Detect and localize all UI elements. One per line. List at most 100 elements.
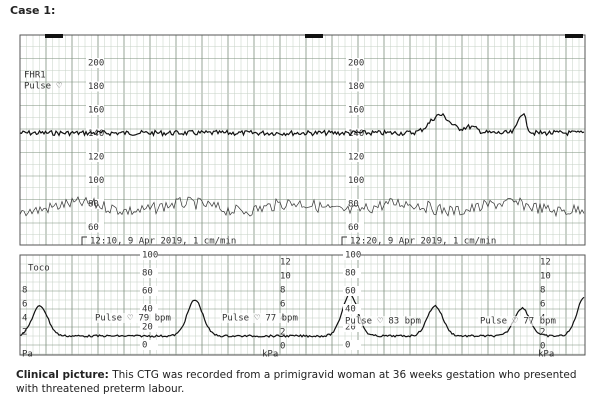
pa-label: Pa (22, 350, 33, 360)
toco-scale-label: 100 (142, 251, 158, 261)
fhr-scale-label: 160 (88, 106, 104, 116)
toco-scale-label: 40 (142, 305, 153, 315)
fhr-trace (19, 112, 585, 138)
label-bg (140, 268, 158, 278)
label-bg (346, 152, 364, 162)
fhr-scale-label: 80 (348, 200, 359, 210)
caption-text: This CTG was recorded from a primigravid… (16, 369, 577, 395)
kpa-scale-label: 10 (280, 272, 291, 282)
fhr-scale-label: 100 (348, 176, 364, 186)
label-bg (140, 304, 158, 314)
kpa-scale-label: 0 (540, 342, 545, 352)
fhr-scale-label: 60 (88, 223, 99, 233)
kpa-scale-label: 0 (280, 342, 285, 352)
kpa-scale-label: 6 (540, 300, 545, 310)
label-bg (86, 105, 104, 115)
toco-scale-label: 100 (345, 251, 361, 261)
kpa-scale-label: 12 (280, 258, 291, 268)
kpa-scale-label: 2 (280, 328, 285, 338)
label-bg (346, 58, 364, 68)
pulse-note: Pulse ♡ 77 bpm (480, 317, 556, 327)
label-bg (346, 105, 364, 115)
label-bg (86, 222, 104, 233)
caption-label: Clinical picture: (16, 369, 109, 381)
timestamp: 12:20, 9 Apr 2019, 1 cm/min (350, 237, 496, 247)
title: Case 1: (10, 4, 56, 17)
kpa-scale-label: 8 (280, 286, 285, 296)
label-bg (346, 222, 364, 233)
pulse-note: Pulse ♡ 83 bpm (345, 317, 421, 327)
fhr-scale-label: 160 (348, 106, 364, 116)
label-bg (343, 304, 361, 314)
left-scale-label: 8 (22, 286, 27, 296)
label-bg (346, 199, 364, 209)
label-bg (343, 250, 361, 260)
toco-scale-label: 0 (142, 341, 147, 351)
label-bg (343, 322, 361, 332)
label-bg (343, 316, 413, 326)
pulse-note: Pulse ♡ 79 bpm (95, 314, 171, 324)
toco-scale-label: 80 (142, 269, 153, 279)
fhr-scale-label: 140 (348, 129, 364, 139)
fhr-scale-label: 120 (348, 153, 364, 163)
kpa-scale-label: 2 (540, 328, 545, 338)
label-bg (140, 340, 158, 350)
kpa-scale-label: 12 (540, 258, 551, 268)
toco-scale-label: 20 (142, 323, 153, 333)
toco-scale-label: 0 (345, 341, 350, 351)
label-bg (220, 313, 290, 323)
label-bg (86, 152, 104, 162)
legend-pulse: Pulse ♡ (24, 82, 63, 92)
label-bg (140, 322, 158, 332)
label-bg (478, 316, 548, 326)
label-bg (346, 128, 364, 139)
fhr-scale-label: 180 (88, 82, 104, 92)
label-bg (86, 81, 104, 92)
frame (19, 34, 586, 246)
label-bg (86, 58, 104, 68)
caption: Clinical picture: This CTG was recorded … (16, 368, 586, 396)
left-scale-label: 4 (22, 314, 27, 324)
label-bg (93, 313, 163, 323)
toco-scale-label: 60 (142, 287, 153, 297)
toco-scale-label: 60 (345, 287, 356, 297)
label-bg (343, 268, 361, 278)
label-bg (346, 81, 364, 92)
legend-fhr: FHR1 (24, 71, 46, 81)
time-marker (565, 34, 583, 38)
kpa-scale-label: 8 (540, 286, 545, 296)
fhr-scale-label: 200 (348, 59, 364, 69)
kpa-label: kPa (538, 350, 554, 360)
label-bg (86, 175, 104, 186)
pulse-note: Pulse ♡ 77 bpm (222, 314, 298, 324)
timestamp: 12:10, 9 Apr 2019, 1 cm/min (90, 237, 236, 247)
toco-trace (19, 293, 585, 338)
time-marker (305, 34, 323, 38)
kpa-scale-label: 6 (280, 300, 285, 310)
kpa-label: kPa (262, 350, 278, 360)
toco-scale-label: 80 (345, 269, 356, 279)
pulse-trace (19, 196, 585, 218)
fhr-scale-label: 60 (348, 223, 359, 233)
left-scale-label: 6 (22, 300, 27, 310)
time-marker (45, 34, 63, 38)
toco-label: Toco (28, 264, 50, 274)
fhr-scale-label: 80 (88, 200, 99, 210)
left-scale-label: 2 (22, 328, 27, 338)
label-bg (343, 286, 361, 296)
ctg-strip: 2001801601401201008060200180160140120100… (19, 34, 586, 360)
time-arrow (81, 236, 87, 245)
label-bg (343, 340, 361, 350)
fhr-scale-label: 100 (88, 176, 104, 186)
label-bg (346, 175, 364, 186)
toco-scale-label: 20 (345, 323, 356, 333)
toco-scale-label: 40 (345, 305, 356, 315)
fhr-scale-label: 200 (88, 59, 104, 69)
label-bg (140, 250, 158, 260)
fhr-scale-label: 180 (348, 82, 364, 92)
kpa-scale-label: 10 (540, 272, 551, 282)
label-bg (140, 286, 158, 296)
time-arrow (341, 236, 347, 245)
fhr-scale-label: 120 (88, 153, 104, 163)
